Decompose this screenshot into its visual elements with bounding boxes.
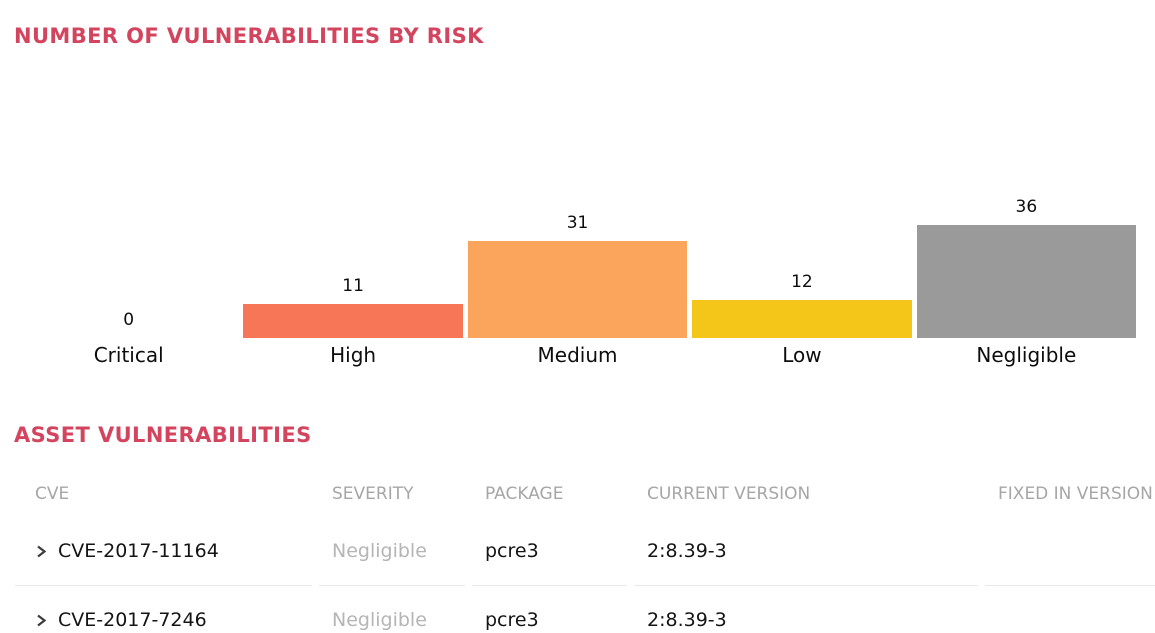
cve-cell: CVE-2017-7246	[15, 586, 312, 633]
current-version-text: 2:8.39-3	[647, 540, 727, 562]
risk-bar-chart-category-labels: Critical High Medium Low Negligible	[19, 342, 1136, 368]
bar-high	[243, 303, 463, 338]
expand-chevron-icon[interactable]	[35, 544, 47, 559]
column-header-current-version: CURRENT VERSION	[647, 484, 811, 504]
bar-medium	[467, 240, 688, 338]
severity-text: Negligible	[332, 609, 427, 631]
bar-negligible	[916, 225, 1137, 338]
table-row[interactable]: CVE-2017-11164 Negligible pcre3 2:8.39-3	[15, 517, 1155, 586]
package-cell: pcre3	[472, 586, 627, 633]
table-header-row: CVE SEVERITY PACKAGE CURRENT VERSION FIX…	[15, 479, 1155, 517]
severity-cell: Negligible	[319, 517, 465, 586]
bar-label-high: High	[330, 343, 377, 367]
bar-slot-medium: 31	[467, 176, 688, 338]
asset-vulnerabilities-table: CVE SEVERITY PACKAGE CURRENT VERSION FIX…	[15, 479, 1155, 633]
current-version-text: 2:8.39-3	[647, 609, 727, 631]
asset-vulnerabilities-title: ASSET VULNERABILITIES	[14, 423, 312, 447]
bar-value-low: 12	[791, 272, 813, 293]
bar-value-negligible: 36	[1015, 197, 1038, 217]
bar-slot-negligible: 36	[916, 176, 1137, 338]
package-cell: pcre3	[472, 517, 627, 586]
bar-low	[692, 300, 912, 338]
cve-cell: CVE-2017-11164	[15, 517, 312, 586]
bar-value-medium: 31	[566, 212, 589, 233]
current-version-cell: 2:8.39-3	[634, 517, 978, 586]
bar-slot-critical: 0	[19, 176, 238, 338]
fixed-in-version-cell	[985, 586, 1155, 633]
table-body: CVE-2017-11164 Negligible pcre3 2:8.39-3 CVE…	[15, 517, 1155, 633]
fixed-in-version-cell	[985, 517, 1155, 586]
bar-label-negligible: Negligible	[976, 343, 1077, 367]
bar-value-high: 11	[342, 275, 364, 296]
bar-slot-high: 11	[243, 176, 463, 338]
expand-chevron-icon[interactable]	[35, 613, 47, 628]
bar-slot-low: 12	[692, 176, 912, 338]
column-header-cve: CVE	[35, 484, 70, 504]
vulnerabilities-by-risk-title: NUMBER OF VULNERABILITIES BY RISK	[14, 24, 484, 48]
severity-cell: Negligible	[319, 586, 465, 633]
column-header-fixed-in-version: FIXED IN VERSION	[998, 484, 1153, 504]
severity-text: Negligible	[332, 540, 427, 562]
bar-label-low: Low	[782, 343, 822, 367]
package-text: pcre3	[485, 609, 539, 631]
column-header-severity: SEVERITY	[332, 484, 414, 504]
current-version-cell: 2:8.39-3	[634, 586, 978, 633]
bar-label-critical: Critical	[93, 343, 164, 367]
risk-bar-chart: 0 11 31 12 36	[19, 176, 1137, 338]
cve-text: CVE-2017-7246	[58, 609, 207, 631]
bar-value-critical: 0	[123, 310, 135, 330]
package-text: pcre3	[485, 540, 539, 562]
cve-text: CVE-2017-11164	[58, 540, 219, 562]
column-header-package: PACKAGE	[485, 484, 564, 504]
bar-label-medium: Medium	[537, 343, 618, 367]
table-row[interactable]: CVE-2017-7246 Negligible pcre3 2:8.39-3	[15, 586, 1155, 633]
